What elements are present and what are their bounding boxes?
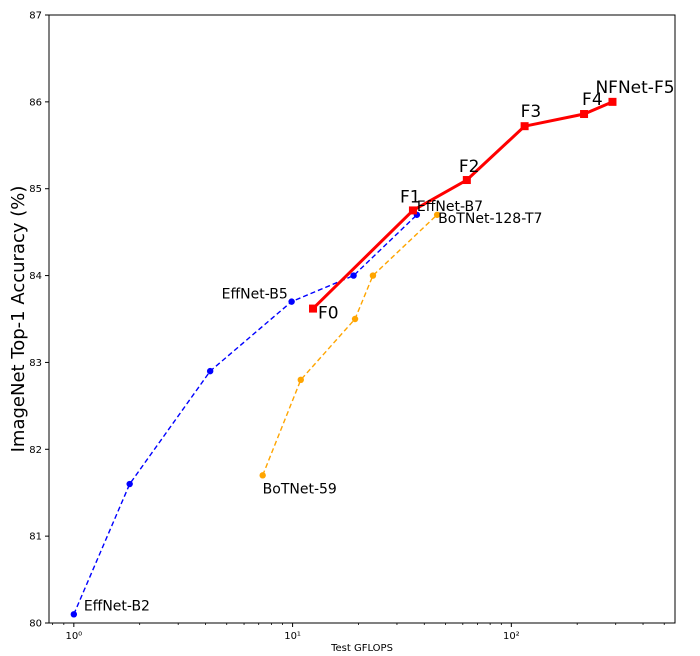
annotation-label: EffNet-B2 [84, 598, 150, 614]
x-tick-label: 10² [503, 631, 520, 642]
x-tick-label: 10¹ [284, 631, 301, 642]
series-line [311, 100, 614, 310]
y-axis-title: ImageNet Top-1 Accuracy (%) [8, 186, 29, 453]
x-axis-title: Test GFLOPS [330, 643, 393, 654]
annotation-label: F0 [318, 304, 339, 324]
data-point [408, 206, 417, 215]
annotation-label: BoTNet-59 [263, 481, 337, 497]
data-point [309, 304, 318, 313]
data-point [350, 272, 357, 279]
y-tick-label: 87 [29, 11, 42, 22]
y-tick-label: 83 [29, 358, 42, 369]
series-layer [70, 97, 617, 618]
data-point [297, 376, 304, 383]
y-tick-label: 82 [29, 445, 42, 456]
annotation-label: F1 [400, 187, 421, 207]
annotation-layer: EffNet-B2 EffNet-B5 EffNet-B7 BoTNet-59 BoTN… [84, 78, 675, 614]
x-axis-ticks: 10⁰ 10¹ 10² [52, 623, 665, 642]
data-point [126, 480, 133, 488]
y-tick-label: 85 [29, 184, 42, 195]
y-tick-label: 80 [29, 619, 42, 630]
series-line [73, 214, 418, 615]
annotation-label: EffNet-B5 [222, 287, 288, 303]
annotation-label: F2 [459, 157, 480, 177]
annotation-label: NFNet-F5 [595, 78, 674, 98]
data-point [580, 110, 589, 119]
data-point [70, 611, 78, 618]
data-point [369, 272, 377, 279]
y-tick-label: 81 [29, 532, 42, 543]
series-2 [309, 97, 617, 313]
y-axis-ticks: 80 81 82 83 84 85 86 87 [29, 11, 49, 630]
data-point [259, 472, 266, 479]
data-point [462, 176, 471, 185]
annotation-label: F4 [582, 90, 603, 110]
y-tick-label: 86 [29, 97, 42, 108]
data-point [520, 122, 529, 131]
data-point [351, 315, 359, 323]
y-tick-label: 84 [29, 271, 42, 282]
data-point [608, 97, 617, 106]
annotation-label: F3 [521, 102, 542, 122]
series-0 [70, 211, 421, 618]
data-point [206, 367, 214, 375]
annotation-label: EffNet-B7 [417, 199, 483, 215]
series-line [262, 214, 438, 476]
data-point [288, 298, 295, 305]
annotation-label: BoTNet-128-T7 [438, 211, 542, 227]
data-point [433, 211, 441, 218]
series-1 [259, 211, 441, 479]
plot-frame [48, 14, 676, 624]
x-tick-label: 10⁰ [65, 631, 82, 642]
